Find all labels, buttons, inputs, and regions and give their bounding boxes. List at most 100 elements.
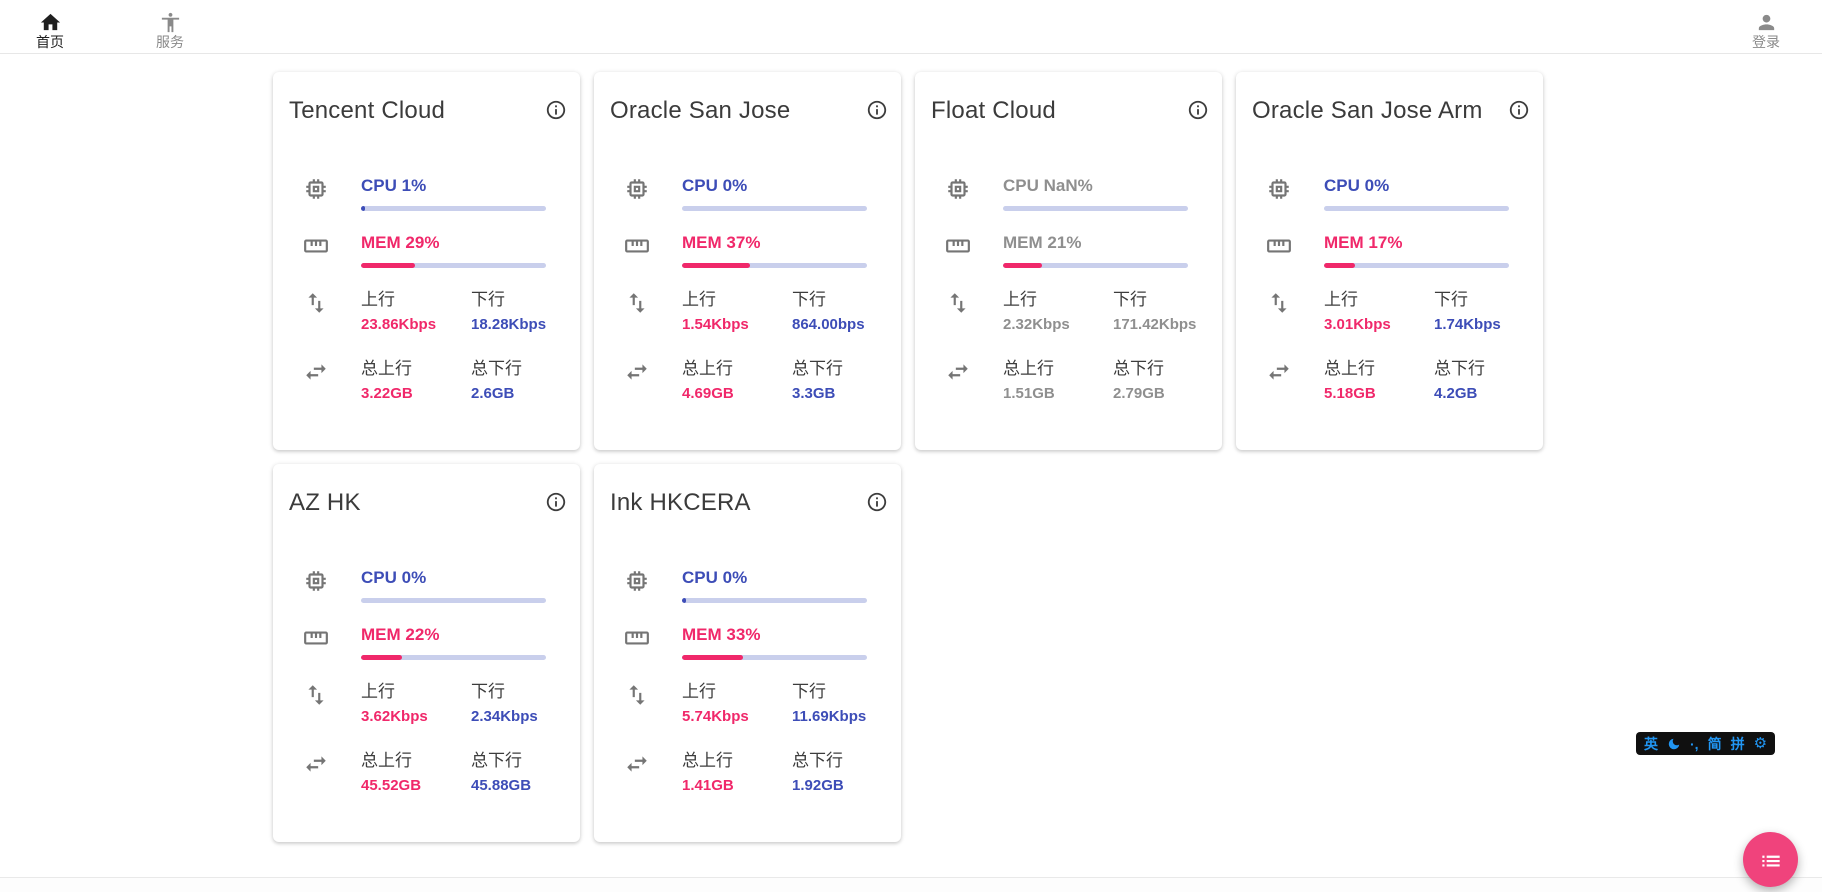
nav-login-label: 登录 <box>1752 33 1780 50</box>
total-download-value: 2.79GB <box>1113 385 1165 402</box>
nav-item-home[interactable]: 首页 <box>36 5 64 49</box>
info-icon[interactable] <box>545 99 567 121</box>
server-card: Tencent Cloud CPU 1% MEM 29% <box>273 72 580 450</box>
download-cell: 下行 11.69Kbps <box>792 681 867 726</box>
upload-cell: 上行 2.32Kbps <box>1003 289 1111 334</box>
ime-lang-mode[interactable]: 英 <box>1644 735 1658 752</box>
total-download-label: 总下行 <box>792 359 843 378</box>
download-label: 下行 <box>471 290 505 309</box>
total-download-label: 总下行 <box>471 359 522 378</box>
swap-vertical-icon <box>624 681 682 726</box>
total-upload-value: 1.41GB <box>682 777 734 794</box>
swap-horizontal-icon <box>1266 358 1324 403</box>
upload-cell: 上行 3.62Kbps <box>361 681 469 726</box>
speed-row: 上行 5.74Kbps 下行 11.69Kbps <box>624 681 867 726</box>
total-row: 总上行 45.52GB 总下行 45.88GB <box>303 750 546 795</box>
mem-row: MEM 29% <box>303 232 546 268</box>
ime-charset-mode[interactable]: 简 <box>1707 735 1722 752</box>
info-icon[interactable] <box>866 491 888 513</box>
mem-progress-fill <box>361 655 402 660</box>
top-nav: 首页 服务 登录 <box>0 0 1822 54</box>
upload-label: 上行 <box>682 290 716 309</box>
total-row: 总上行 5.18GB 总下行 4.2GB <box>1266 358 1509 403</box>
download-value: 2.34Kbps <box>471 708 538 725</box>
ime-punctuation-mode[interactable]: ·, <box>1690 735 1699 752</box>
cpu-chip-icon <box>624 175 682 211</box>
mem-progress-bar <box>1324 263 1509 268</box>
total-row: 总上行 1.41GB 总下行 1.92GB <box>624 750 867 795</box>
moon-icon[interactable] <box>1667 737 1681 751</box>
total-upload-cell: 总上行 45.52GB <box>361 750 469 795</box>
upload-value: 2.32Kbps <box>1003 316 1070 333</box>
mem-progress-fill <box>682 655 744 660</box>
nav-item-services[interactable]: 服务 <box>156 5 184 49</box>
mem-progress-fill <box>1003 263 1042 268</box>
upload-value: 5.74Kbps <box>682 708 749 725</box>
cpu-row: CPU NaN% <box>945 175 1188 211</box>
swap-horizontal-icon <box>945 358 1003 403</box>
swap-horizontal-icon <box>624 750 682 795</box>
total-download-cell: 总下行 3.3GB <box>792 358 867 403</box>
ime-toolbar[interactable]: 英 ·, 简 拼 ⚙ <box>1636 732 1776 755</box>
cpu-row: CPU 0% <box>624 567 867 603</box>
ime-layout-mode[interactable]: 拼 <box>1730 735 1745 752</box>
mem-usage-text: MEM 29% <box>361 233 440 252</box>
swap-horizontal-icon <box>303 750 361 795</box>
mem-progress-bar <box>361 655 546 660</box>
mem-row: MEM 33% <box>624 624 867 660</box>
info-icon[interactable] <box>1187 99 1209 121</box>
cpu-row: CPU 0% <box>303 567 546 603</box>
cpu-progress-bar <box>361 206 546 211</box>
server-stats: CPU NaN% MEM 21% 上行 <box>915 175 1222 403</box>
total-upload-label: 总上行 <box>361 751 412 770</box>
mem-progress-bar <box>682 263 867 268</box>
download-cell: 下行 171.42Kbps <box>1113 289 1196 334</box>
person-icon <box>1758 14 1774 30</box>
cpu-usage-text: CPU 1% <box>361 176 427 195</box>
total-download-cell: 总下行 2.6GB <box>471 358 546 403</box>
home-icon <box>40 13 60 30</box>
server-card: Ink HKCERA CPU 0% MEM 33% <box>594 464 901 842</box>
server-name: Tencent Cloud <box>289 97 446 124</box>
server-card: Float Cloud CPU NaN% MEM 21% <box>915 72 1222 450</box>
info-icon[interactable] <box>545 491 567 513</box>
mem-usage-text: MEM 37% <box>682 233 761 252</box>
cards-grid: Tencent Cloud CPU 1% MEM 29% <box>273 72 1543 842</box>
total-download-label: 总下行 <box>1113 359 1164 378</box>
upload-cell: 上行 1.54Kbps <box>682 289 790 334</box>
total-upload-label: 总上行 <box>1324 359 1375 378</box>
total-download-value: 2.6GB <box>471 385 515 402</box>
total-upload-label: 总上行 <box>1003 359 1054 378</box>
total-upload-label: 总上行 <box>682 751 733 770</box>
gear-icon[interactable]: ⚙ <box>1753 735 1768 752</box>
memory-ruler-icon <box>303 232 361 268</box>
server-list-fab[interactable] <box>1743 832 1798 887</box>
download-value: 1.74Kbps <box>1434 316 1501 333</box>
total-upload-value: 45.52GB <box>361 777 422 794</box>
download-label: 下行 <box>792 290 826 309</box>
download-value: 864.00bps <box>792 316 865 333</box>
upload-value: 1.54Kbps <box>682 316 749 333</box>
nav-item-login[interactable]: 登录 <box>1752 5 1780 49</box>
total-download-value: 4.2GB <box>1434 385 1478 402</box>
upload-cell: 上行 3.01Kbps <box>1324 289 1432 334</box>
nav-services-label: 服务 <box>156 33 184 50</box>
server-card: Oracle San Jose CPU 0% MEM 3 <box>594 72 901 450</box>
card-header: Tencent Cloud <box>273 72 580 125</box>
info-icon[interactable] <box>866 99 888 121</box>
total-download-label: 总下行 <box>471 751 522 770</box>
server-name: Oracle San Jose <box>610 97 791 124</box>
total-download-label: 总下行 <box>1434 359 1485 378</box>
card-header: Oracle San Jose Arm <box>1236 72 1543 125</box>
upload-label: 上行 <box>361 290 395 309</box>
nav-home-label: 首页 <box>36 33 64 50</box>
info-icon[interactable] <box>1508 99 1530 121</box>
footer-divider <box>0 877 1822 892</box>
memory-ruler-icon <box>624 624 682 660</box>
upload-cell: 上行 23.86Kbps <box>361 289 469 334</box>
total-upload-label: 总上行 <box>361 359 412 378</box>
mem-usage-text: MEM 22% <box>361 625 440 644</box>
server-name: AZ HK <box>289 489 361 516</box>
mem-progress-fill <box>682 263 751 268</box>
server-stats: CPU 1% MEM 29% 上行 <box>273 175 580 403</box>
